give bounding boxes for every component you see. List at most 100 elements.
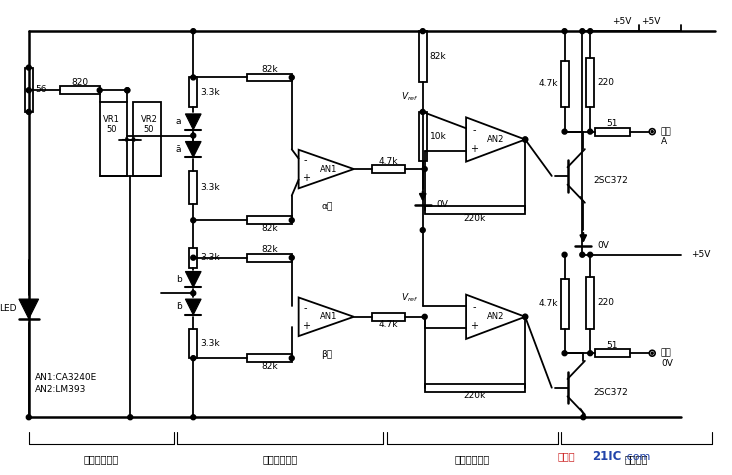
Polygon shape <box>185 142 201 157</box>
Text: 电子网: 电子网 <box>558 452 575 462</box>
Text: VR2: VR2 <box>141 115 157 124</box>
Text: 偏压调节电路: 偏压调节电路 <box>83 455 119 465</box>
Bar <box>247 254 292 262</box>
Circle shape <box>125 88 130 93</box>
Text: -: - <box>472 125 476 135</box>
Text: β点: β点 <box>321 350 332 359</box>
Text: 82k: 82k <box>261 224 278 233</box>
Bar <box>100 102 127 176</box>
Text: 输出: 输出 <box>660 127 671 136</box>
Text: -: - <box>304 303 307 313</box>
Bar <box>425 384 525 392</box>
Text: 4.7k: 4.7k <box>538 79 558 88</box>
Text: 50: 50 <box>106 125 117 134</box>
Text: 820: 820 <box>72 78 89 87</box>
Text: b: b <box>176 275 182 284</box>
Circle shape <box>580 252 585 257</box>
Circle shape <box>523 137 528 142</box>
Circle shape <box>588 28 593 34</box>
Text: 0V: 0V <box>436 200 449 209</box>
Circle shape <box>523 314 528 319</box>
Text: 82k: 82k <box>261 65 278 74</box>
Text: +: + <box>470 321 478 331</box>
Text: 0V: 0V <box>597 241 609 250</box>
Polygon shape <box>580 196 585 203</box>
Circle shape <box>125 88 130 93</box>
Circle shape <box>562 28 567 34</box>
Text: 51: 51 <box>607 341 618 350</box>
Circle shape <box>128 415 132 420</box>
Circle shape <box>562 252 567 257</box>
Circle shape <box>422 167 427 171</box>
Bar <box>190 248 197 267</box>
Bar <box>561 279 569 329</box>
Bar <box>133 102 161 176</box>
Circle shape <box>191 218 195 223</box>
Text: AN2: AN2 <box>487 312 504 321</box>
Circle shape <box>97 88 102 93</box>
Text: 50: 50 <box>143 125 154 134</box>
Text: 51: 51 <box>607 119 618 128</box>
Text: 220k: 220k <box>464 391 486 400</box>
Circle shape <box>420 109 425 114</box>
Text: +: + <box>470 144 478 154</box>
Text: 4.7k: 4.7k <box>378 157 398 166</box>
Text: AN1: AN1 <box>319 312 337 321</box>
Circle shape <box>420 28 425 34</box>
Text: -: - <box>304 155 307 165</box>
Circle shape <box>588 351 593 356</box>
Text: 21IC: 21IC <box>592 450 621 463</box>
Circle shape <box>289 356 294 361</box>
Circle shape <box>580 415 586 420</box>
Text: 0V: 0V <box>661 359 673 368</box>
Text: a: a <box>176 117 182 126</box>
Bar <box>247 74 292 81</box>
Text: AN2: AN2 <box>487 135 504 144</box>
Bar <box>425 207 525 214</box>
Text: 10k: 10k <box>430 132 447 141</box>
Text: ā: ā <box>176 145 182 154</box>
Bar <box>247 216 292 224</box>
Bar <box>586 58 594 107</box>
Bar <box>372 313 405 321</box>
Text: AN2:LM393: AN2:LM393 <box>34 385 86 394</box>
Circle shape <box>562 351 567 356</box>
Text: 56: 56 <box>36 86 47 94</box>
Bar <box>561 61 569 107</box>
Text: LED: LED <box>0 304 17 314</box>
Text: +: + <box>302 321 310 331</box>
Text: VR1: VR1 <box>103 115 120 124</box>
Circle shape <box>289 75 294 80</box>
Polygon shape <box>185 299 201 315</box>
Circle shape <box>422 314 427 319</box>
Text: $V_{ref}$: $V_{ref}$ <box>401 91 419 104</box>
Text: 82k: 82k <box>430 52 447 61</box>
Text: 3.3k: 3.3k <box>200 183 220 192</box>
Text: 3.3k: 3.3k <box>200 339 220 348</box>
Polygon shape <box>185 272 201 287</box>
Circle shape <box>523 137 528 142</box>
Circle shape <box>26 415 31 420</box>
Circle shape <box>26 65 31 70</box>
Text: AN1: AN1 <box>319 164 337 173</box>
Bar <box>595 128 630 135</box>
Text: 输出: 输出 <box>660 349 671 358</box>
Bar <box>247 354 292 362</box>
Circle shape <box>191 291 195 295</box>
Text: 2SC372: 2SC372 <box>593 176 628 185</box>
Circle shape <box>651 131 653 133</box>
Text: 3.3k: 3.3k <box>200 88 220 97</box>
Polygon shape <box>185 114 201 130</box>
Bar <box>25 67 33 112</box>
Text: 2SC372: 2SC372 <box>593 388 628 397</box>
Bar <box>419 112 427 161</box>
Text: 220k: 220k <box>464 214 486 223</box>
Polygon shape <box>19 299 39 319</box>
Text: 差动放大电路: 差动放大电路 <box>262 455 297 465</box>
Circle shape <box>420 228 425 233</box>
Text: 220: 220 <box>597 78 614 87</box>
Bar <box>190 171 197 203</box>
Text: 82k: 82k <box>261 361 278 371</box>
Text: 4.7k: 4.7k <box>378 320 398 329</box>
Circle shape <box>588 129 593 134</box>
